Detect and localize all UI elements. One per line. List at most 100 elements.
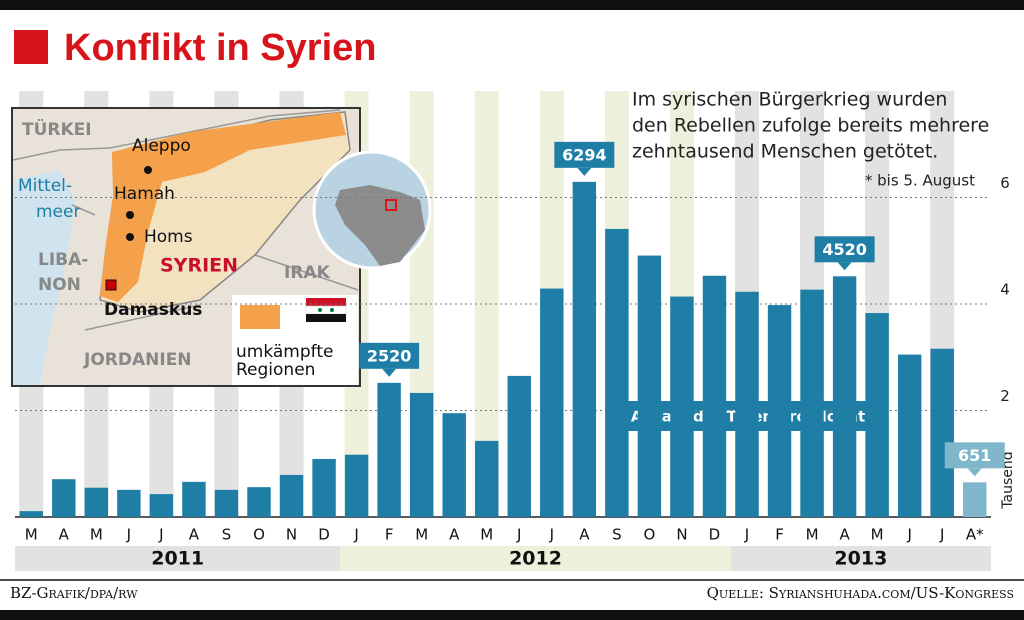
bar [930, 348, 954, 517]
map-conflict-region [100, 112, 346, 302]
value-label: 4520 [822, 240, 867, 259]
value-label-pointer [382, 368, 397, 377]
map-label: Damaskus [104, 300, 202, 320]
title-marker [14, 30, 48, 64]
x-tick-label: A [59, 526, 70, 544]
subtitle-line: Im syrischen Bürgerkrieg wurden [632, 89, 947, 111]
value-label: 6294 [562, 145, 607, 164]
flag [318, 308, 322, 312]
flag [305, 305, 347, 315]
map-label: TÜRKEI [22, 118, 92, 140]
bar [344, 454, 369, 517]
value-label-pointer [967, 468, 982, 477]
value-label: 2520 [367, 346, 412, 365]
value-label-box [554, 141, 615, 168]
map-label: Mittel- [18, 176, 72, 196]
map-label: IRAK [284, 263, 331, 283]
year-label: 2013 [834, 548, 887, 570]
x-tick-label: J [158, 526, 163, 544]
bar [637, 255, 662, 518]
map-sea [13, 170, 75, 385]
y-tick-label: 6 [1000, 174, 1010, 192]
map-label: JORDANIEN [83, 350, 192, 370]
bar [605, 228, 629, 518]
x-tick-label: F [775, 526, 784, 544]
bar [19, 511, 43, 517]
x-tick-label: N [676, 526, 687, 544]
year-band [730, 546, 991, 571]
footnote: * bis 5. August [865, 172, 975, 190]
source-right: Quelle: Syrianshuhada.com/US-Kongress [707, 584, 1014, 602]
year-band [15, 546, 341, 571]
globe-marker [385, 199, 397, 211]
bar [377, 382, 401, 517]
bar [52, 479, 76, 517]
bar [214, 489, 239, 517]
x-tick-label: M [90, 526, 103, 544]
bar [182, 481, 206, 517]
x-tick-label: S [612, 526, 622, 544]
y-tick-label: 2 [1000, 387, 1010, 405]
value-label-pointer [577, 167, 592, 176]
x-tick-label: A [189, 526, 200, 544]
value-label-pointer [837, 262, 852, 271]
x-tick-label: N [286, 526, 297, 544]
map-label: Hamah [114, 184, 175, 204]
map-label: meer [36, 202, 80, 222]
legend-label: Regionen [236, 360, 315, 380]
bar [117, 489, 141, 517]
globe-land [335, 185, 425, 266]
x-tick-label: M [871, 526, 884, 544]
city-dot [126, 211, 134, 219]
x-tick-label: S [222, 526, 232, 544]
bar [442, 413, 466, 517]
x-tick-label: J [744, 526, 749, 544]
map-label: Aleppo [132, 136, 191, 156]
x-tick-label: J [939, 526, 944, 544]
bar [279, 474, 304, 517]
bar [540, 288, 564, 517]
map-label: Homs [144, 227, 193, 247]
bar [897, 354, 922, 517]
bar [735, 291, 759, 517]
city-dot [126, 233, 134, 241]
x-tick-label: J [126, 526, 131, 544]
bar [84, 487, 109, 517]
x-tick-label: J [906, 526, 911, 544]
bar [800, 289, 824, 517]
year-band [340, 546, 731, 571]
x-tick-label: J [353, 526, 358, 544]
city-dot [144, 166, 152, 174]
x-tick-label: J [549, 526, 554, 544]
x-tick-label: O [253, 526, 265, 544]
flag [306, 298, 346, 306]
flag [306, 314, 346, 322]
value-label-box [814, 236, 875, 263]
bar [312, 458, 336, 517]
bar [865, 313, 889, 517]
chart-title: Konflikt in Syrien [64, 27, 376, 69]
value-label: 651 [958, 446, 991, 465]
bar [149, 494, 174, 517]
y-tick-label: 4 [1000, 281, 1010, 299]
source-left: BZ-Grafik/dpa/rw [10, 584, 138, 602]
subtitle-line: den Rebellen zufolge bereits mehrere [632, 115, 989, 137]
bar [670, 296, 694, 517]
x-tick-label: D [318, 526, 330, 544]
x-tick-label: J [516, 526, 521, 544]
x-tick-label: F [385, 526, 394, 544]
map-label: LIBA- [38, 250, 88, 270]
value-label-box [944, 442, 1005, 469]
bar [767, 305, 792, 517]
value-label-box [359, 342, 420, 369]
x-tick-label: M [25, 526, 38, 544]
bar [702, 275, 727, 517]
year-label: 2012 [509, 548, 562, 570]
bar [507, 375, 531, 517]
capital-marker [105, 279, 117, 291]
x-tick-label: A [449, 526, 460, 544]
x-tick-label: D [709, 526, 721, 544]
x-tick-label: A [839, 526, 850, 544]
